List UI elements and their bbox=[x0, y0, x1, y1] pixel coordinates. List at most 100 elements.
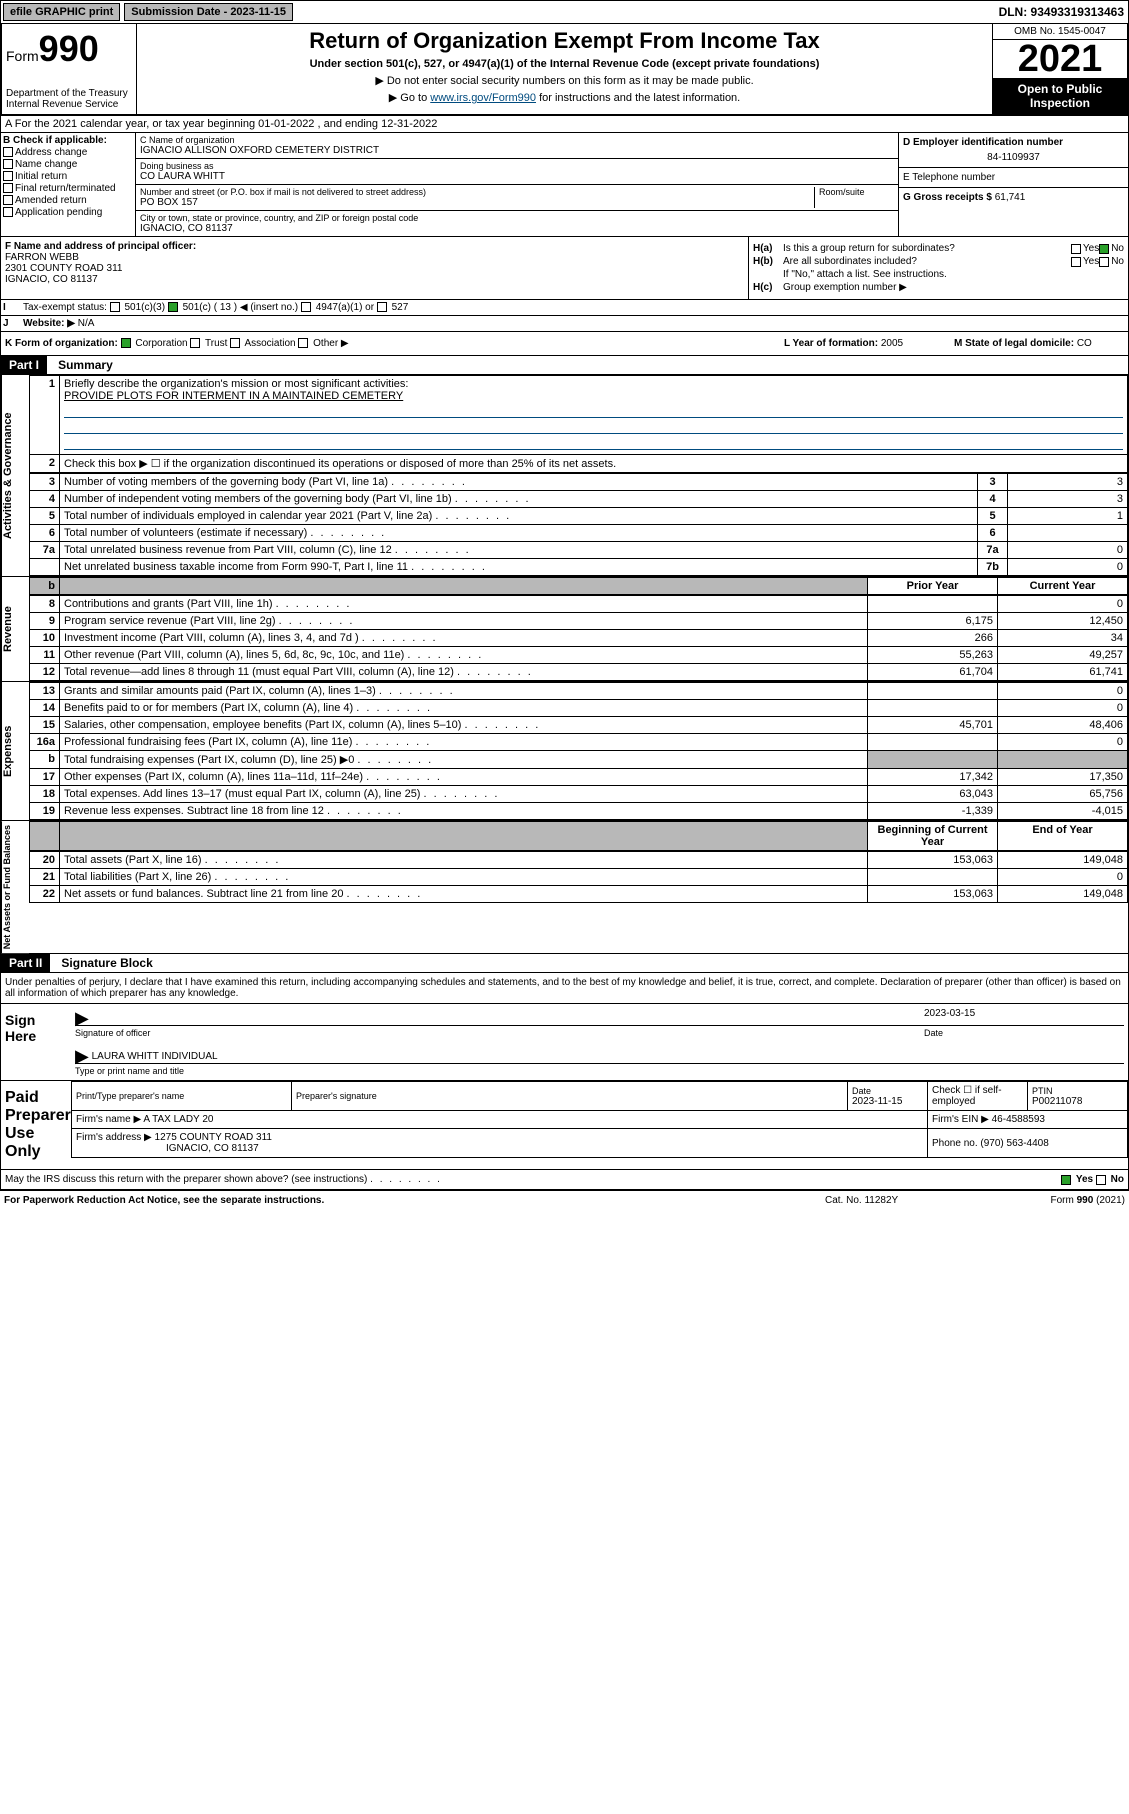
discuss-no-cb[interactable] bbox=[1096, 1175, 1106, 1185]
line-desc: Revenue less expenses. Subtract line 18 … bbox=[60, 803, 868, 820]
current-year-hdr: Current Year bbox=[998, 578, 1128, 595]
h-note: If "No," attach a list. See instructions… bbox=[753, 269, 1124, 280]
form-number: 990 bbox=[39, 28, 99, 69]
box-d-e-g: D Employer identification number 84-1109… bbox=[898, 133, 1128, 236]
signature-block: Under penalties of perjury, I declare th… bbox=[0, 973, 1129, 1190]
line-num: 14 bbox=[30, 700, 60, 717]
prior-year-val bbox=[868, 596, 998, 613]
part1-governance: Activities & Governance 1 Briefly descri… bbox=[0, 375, 1129, 577]
city: IGNACIO, CO 81137 bbox=[140, 223, 894, 234]
cb-corp[interactable] bbox=[121, 338, 131, 348]
hb-no-cb[interactable] bbox=[1099, 257, 1109, 267]
cb-final-return[interactable]: Final return/terminated bbox=[3, 183, 133, 194]
line-val: 0 bbox=[1008, 542, 1128, 559]
discuss-yes-cb[interactable] bbox=[1061, 1175, 1071, 1185]
line-num: 5 bbox=[30, 508, 60, 525]
cb-527[interactable] bbox=[377, 302, 387, 312]
cb-name-change[interactable]: Name change bbox=[3, 159, 133, 170]
form-prefix: Form bbox=[6, 48, 39, 64]
sig-intro: Under penalties of perjury, I declare th… bbox=[1, 973, 1128, 1003]
cb-address-change[interactable]: Address change bbox=[3, 147, 133, 158]
prep-sig-label: Preparer's signature bbox=[296, 1091, 843, 1101]
prior-year-val bbox=[868, 683, 998, 700]
year-block: OMB No. 1545-0047 2021 Open to Public In… bbox=[992, 24, 1127, 114]
hb-label: Are all subordinates included? bbox=[783, 256, 1071, 267]
cb-other[interactable] bbox=[298, 338, 308, 348]
sig-arrow2-icon: ▶ bbox=[75, 1046, 89, 1066]
instructions-link[interactable]: www.irs.gov/Form990 bbox=[430, 92, 536, 104]
ha-label: Is this a group return for subordinates? bbox=[783, 243, 1071, 254]
line-desc: Other revenue (Part VIII, column (A), li… bbox=[60, 647, 868, 664]
ha-yes-cb[interactable] bbox=[1071, 244, 1081, 254]
cb-assoc[interactable] bbox=[230, 338, 240, 348]
ein-value: 84-1109937 bbox=[903, 152, 1124, 163]
line-desc: Total assets (Part X, line 16) bbox=[60, 852, 868, 869]
line-val bbox=[1008, 525, 1128, 542]
form-org-label: K Form of organization: bbox=[5, 338, 118, 349]
line1-label: Briefly describe the organization's miss… bbox=[64, 378, 408, 390]
mission-text: PROVIDE PLOTS FOR INTERMENT IN A MAINTAI… bbox=[64, 390, 403, 402]
dba-name: CO LAURA WHITT bbox=[140, 171, 894, 182]
eoy-hdr: End of Year bbox=[998, 822, 1128, 851]
submission-date-button[interactable]: Submission Date - 2023-11-15 bbox=[124, 3, 293, 21]
gross-receipts-label: G Gross receipts $ bbox=[903, 192, 992, 203]
cb-trust[interactable] bbox=[190, 338, 200, 348]
current-year-val bbox=[998, 751, 1128, 769]
line2-text: Check this box ▶ ☐ if the organization d… bbox=[60, 455, 1128, 473]
sig-date-label: Date bbox=[924, 1028, 1124, 1038]
firm-ein: 46-4588593 bbox=[992, 1114, 1045, 1125]
line-val: 0 bbox=[1008, 559, 1128, 576]
dln-label: DLN: 93493319313463 bbox=[999, 5, 1128, 19]
box-b: B Check if applicable: Address change Na… bbox=[1, 133, 136, 236]
line-desc: Total number of individuals employed in … bbox=[60, 508, 978, 525]
sig-officer-label: Signature of officer bbox=[75, 1028, 924, 1038]
line-num: 3 bbox=[30, 474, 60, 491]
part2-badge: Part II bbox=[1, 954, 50, 972]
cb-app-pending[interactable]: Application pending bbox=[3, 207, 133, 218]
firm-phone: (970) 563-4408 bbox=[980, 1138, 1048, 1149]
block-f-h: F Name and address of principal officer:… bbox=[0, 237, 1129, 300]
side-revenue: Revenue bbox=[1, 577, 29, 681]
cb-501c[interactable] bbox=[168, 302, 178, 312]
form-note1: ▶ Do not enter social security numbers o… bbox=[141, 74, 988, 87]
year-formation: 2005 bbox=[881, 338, 903, 349]
ha-no-cb[interactable] bbox=[1099, 244, 1109, 254]
line-val: 3 bbox=[1008, 491, 1128, 508]
sig-name-label: Type or print name and title bbox=[75, 1066, 1124, 1076]
line-desc: Total expenses. Add lines 13–17 (must eq… bbox=[60, 786, 868, 803]
part2-header: Part II Signature Block bbox=[0, 954, 1129, 973]
ptin-label: PTIN bbox=[1032, 1086, 1123, 1096]
current-year-val: 34 bbox=[998, 630, 1128, 647]
ptin-value: P00211078 bbox=[1032, 1096, 1082, 1107]
part1-title: Summary bbox=[50, 358, 113, 372]
cb-4947[interactable] bbox=[301, 302, 311, 312]
website-label: Website: ▶ bbox=[23, 318, 75, 329]
firm-ein-label: Firm's EIN ▶ bbox=[932, 1114, 989, 1125]
firm-phone-label: Phone no. bbox=[932, 1138, 978, 1149]
cb-amended-return[interactable]: Amended return bbox=[3, 195, 133, 206]
cb-501c3[interactable] bbox=[110, 302, 120, 312]
line-num: 16a bbox=[30, 734, 60, 751]
line-num: 7a bbox=[30, 542, 60, 559]
cb-initial-return[interactable]: Initial return bbox=[3, 171, 133, 182]
prior-year-val: 63,043 bbox=[868, 786, 998, 803]
form-title-block: Return of Organization Exempt From Incom… bbox=[137, 24, 992, 114]
paid-preparer-label: Paid Preparer Use Only bbox=[1, 1081, 71, 1169]
sig-arrow-icon: ▶ bbox=[75, 1008, 89, 1028]
prior-year-val bbox=[868, 869, 998, 886]
current-year-val: 0 bbox=[998, 734, 1128, 751]
line-desc: Total number of volunteers (estimate if … bbox=[60, 525, 978, 542]
footer-right: Form 990 (2021) bbox=[975, 1195, 1125, 1206]
form-title: Return of Organization Exempt From Incom… bbox=[141, 28, 988, 54]
line-box: 4 bbox=[978, 491, 1008, 508]
form-header: Form990 Department of the Treasury Inter… bbox=[0, 24, 1129, 116]
line-num: 11 bbox=[30, 647, 60, 664]
efile-button[interactable]: efile GRAPHIC print bbox=[3, 3, 120, 21]
line-desc: Total liabilities (Part X, line 26) bbox=[60, 869, 868, 886]
prep-check[interactable]: Check ☐ if self-employed bbox=[928, 1082, 1028, 1111]
line-val: 1 bbox=[1008, 508, 1128, 525]
org-name: IGNACIO ALLISON OXFORD CEMETERY DISTRICT bbox=[140, 145, 894, 156]
line-desc: Other expenses (Part IX, column (A), lin… bbox=[60, 769, 868, 786]
hb-yes-cb[interactable] bbox=[1071, 257, 1081, 267]
line-num: 17 bbox=[30, 769, 60, 786]
